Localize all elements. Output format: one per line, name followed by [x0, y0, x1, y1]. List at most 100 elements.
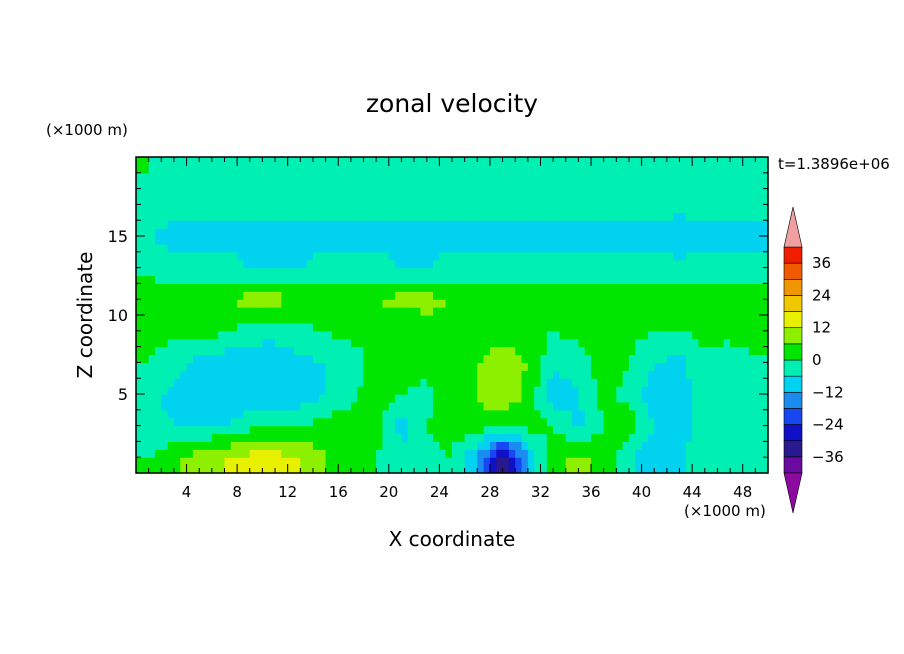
contour-cell — [622, 228, 630, 237]
contour-cell — [173, 259, 181, 269]
contour-cell — [546, 283, 554, 292]
contour-cell — [344, 409, 352, 419]
contour-cell — [597, 401, 605, 411]
contour-cell — [742, 425, 750, 435]
contour-cell — [635, 228, 643, 237]
contour-cell — [761, 267, 769, 277]
contour-cell — [161, 220, 169, 229]
contour-cell — [369, 259, 377, 269]
contour-cell — [382, 307, 390, 316]
contour-cell — [420, 465, 428, 474]
contour-cell — [306, 338, 314, 348]
contour-cell — [452, 330, 459, 340]
contour-cell — [464, 299, 472, 308]
contour-cell — [382, 157, 390, 166]
contour-cell — [641, 465, 649, 474]
contour-cell — [369, 212, 377, 221]
contour-cell — [161, 180, 169, 190]
contour-cell — [268, 157, 276, 166]
contour-cell — [628, 409, 636, 419]
contour-cell — [654, 307, 662, 316]
contour-cell — [173, 338, 181, 348]
contour-cell — [262, 188, 270, 198]
contour-cell — [508, 243, 516, 253]
contour-cell — [723, 164, 731, 174]
contour-cell — [445, 283, 453, 292]
contour-cell — [534, 180, 542, 190]
contour-cell — [262, 409, 270, 419]
contour-cell — [534, 465, 542, 474]
contour-cell — [350, 307, 358, 316]
contour-cell — [243, 394, 251, 403]
contour-cell — [660, 172, 668, 182]
contour-cell — [704, 291, 712, 300]
contour-cell — [199, 322, 207, 332]
contour-cell — [584, 315, 592, 324]
contour-cell — [546, 251, 554, 261]
contour-cell — [470, 338, 478, 348]
contour-cell — [673, 196, 681, 205]
contour-cell — [205, 259, 213, 269]
contour-cell — [369, 315, 377, 324]
contour-cell — [192, 196, 200, 205]
contour-cell — [521, 465, 529, 474]
contour-cell — [433, 394, 440, 403]
contour-cell — [641, 425, 649, 435]
contour-cell — [445, 275, 453, 284]
contour-cell — [679, 315, 687, 324]
contour-cell — [294, 425, 301, 435]
contour-cell — [470, 362, 478, 371]
contour-cell — [565, 236, 573, 245]
contour-cell — [470, 220, 478, 229]
contour-cell — [167, 204, 175, 213]
contour-cell — [300, 457, 308, 466]
contour-cell — [540, 228, 548, 237]
contour-cell — [692, 275, 700, 284]
contour-cell — [654, 212, 662, 221]
contour-cell — [281, 196, 289, 205]
contour-cell — [597, 251, 605, 261]
contour-cell — [312, 283, 320, 292]
contour-cell — [382, 354, 390, 363]
contour-cell — [553, 315, 561, 324]
contour-cell — [300, 386, 308, 395]
contour-cell — [534, 164, 542, 174]
contour-cell — [540, 417, 548, 427]
contour-cell — [635, 425, 643, 435]
contour-cell — [161, 204, 169, 213]
contour-cell — [730, 378, 737, 387]
contour-cell — [584, 433, 592, 442]
contour-cell — [237, 386, 245, 395]
contour-cell — [154, 251, 162, 261]
contour-cell — [306, 188, 314, 198]
contour-cell — [180, 299, 188, 308]
contour-cell — [730, 346, 737, 356]
contour-cell — [622, 401, 630, 411]
contour-cell — [275, 433, 282, 442]
contour-cell — [635, 346, 643, 356]
contour-cell — [249, 236, 257, 245]
contour-cell — [199, 346, 207, 356]
contour-cell — [306, 220, 314, 229]
contour-cell — [395, 433, 403, 442]
contour-cell — [622, 457, 630, 466]
contour-cell — [180, 236, 188, 245]
contour-cell — [262, 330, 270, 340]
contour-cell — [711, 362, 719, 371]
contour-cell — [136, 164, 143, 174]
contour-cell — [685, 362, 693, 371]
contour-cell — [698, 172, 706, 182]
contour-cell — [534, 204, 542, 213]
contour-cell — [192, 188, 200, 198]
contour-cell — [363, 299, 371, 308]
contour-cell — [312, 259, 320, 269]
contour-cell — [268, 307, 276, 316]
contour-cell — [502, 370, 510, 379]
contour-cell — [616, 291, 624, 300]
contour-cell — [660, 433, 668, 442]
contour-cell — [382, 378, 390, 387]
contour-cell — [433, 204, 440, 213]
contour-cell — [673, 433, 681, 442]
contour-cell — [717, 212, 725, 221]
contour-cell — [761, 362, 769, 371]
